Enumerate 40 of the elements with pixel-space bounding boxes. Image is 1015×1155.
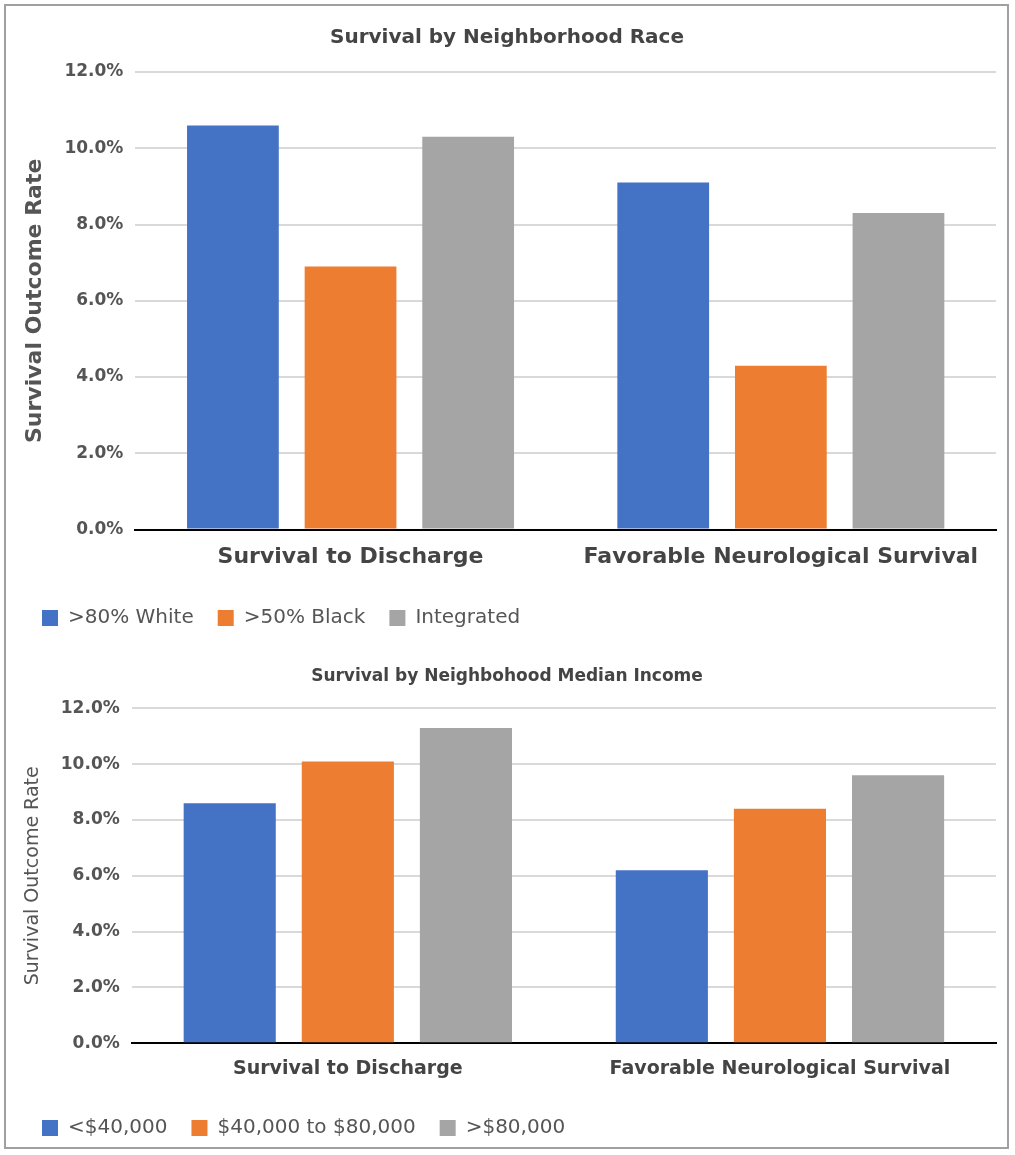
y-tick-label: 12.0%	[60, 696, 120, 717]
legend-label: >50% Black	[243, 604, 366, 629]
bar	[187, 125, 279, 529]
bar	[301, 761, 394, 1043]
y-tick-label: 10.0%	[60, 752, 120, 773]
bar	[852, 213, 945, 529]
y-tick-label: 12.0%	[64, 60, 124, 81]
y-tick-label: 6.0%	[76, 289, 124, 310]
y-tick-label: 2.0%	[72, 975, 120, 996]
bar	[422, 136, 515, 529]
y-axis-title: Survival Outcome Rate	[20, 766, 43, 986]
x-tick-label: Survival to Discharge	[233, 1055, 463, 1078]
bar	[734, 365, 827, 529]
legend-label: $40,000 to $80,000	[217, 1114, 416, 1139]
bar	[183, 803, 276, 1043]
y-tick-label: 8.0%	[72, 808, 120, 829]
y-tick-label: 10.0%	[64, 136, 124, 157]
y-tick-label: 4.0%	[76, 365, 124, 386]
y-tick-label: 6.0%	[72, 864, 120, 885]
x-tick-label: Favorable Neurological Survival	[583, 542, 979, 568]
y-tick-label: 2.0%	[76, 441, 124, 462]
bar	[733, 808, 827, 1043]
y-tick-label: 8.0%	[76, 212, 124, 233]
y-tick-label: 4.0%	[72, 920, 120, 941]
legend-label: >80% White	[68, 604, 194, 629]
bar	[304, 266, 397, 529]
legend-label: <$40,000	[68, 1114, 168, 1139]
chart-title: Survival by Neighborhood Race	[329, 24, 685, 49]
y-axis-title: Survival Outcome Rate	[20, 158, 46, 443]
x-tick-label: Favorable Neurological Survival	[609, 1055, 951, 1078]
legend-label: Integrated	[415, 604, 521, 629]
bar	[617, 182, 710, 529]
y-tick-label: 0.0%	[72, 1031, 120, 1052]
bar	[419, 727, 513, 1043]
y-tick-label: 0.0%	[76, 518, 124, 539]
legend-label: >$80,000	[465, 1114, 566, 1139]
bar	[851, 775, 945, 1043]
x-tick-label: Survival to Discharge	[217, 542, 484, 568]
bar	[615, 870, 708, 1043]
chart-title: Survival by Neighbohood Median Income	[311, 664, 703, 685]
